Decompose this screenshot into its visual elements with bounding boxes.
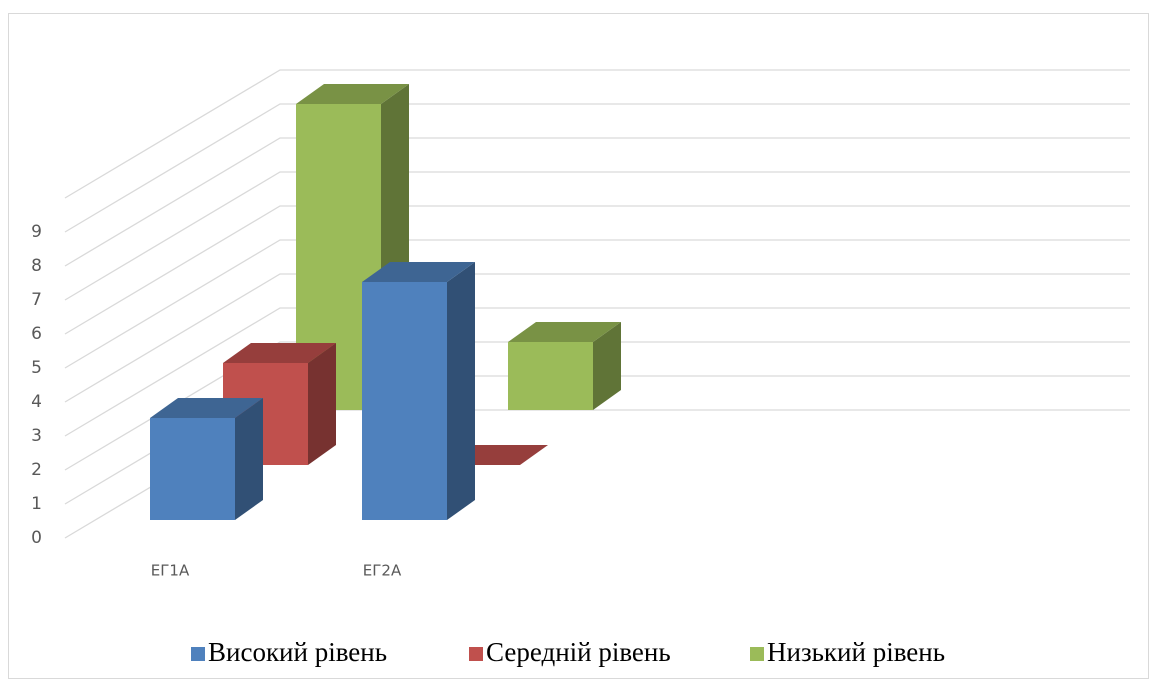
bar-top — [508, 322, 621, 342]
grid-line — [64, 171, 1130, 301]
grid-line — [64, 69, 1130, 199]
y-tick-label: 9 — [31, 222, 42, 242]
legend-label: Середній рівень — [486, 637, 671, 667]
grid-line — [64, 103, 1130, 233]
y-tick-label: 4 — [31, 392, 42, 412]
legend-swatch — [750, 647, 764, 661]
grid-line — [64, 205, 1130, 335]
grid-line — [64, 307, 1130, 437]
bar-top — [223, 343, 336, 363]
bar — [508, 342, 593, 410]
y-tick-label: 2 — [31, 460, 42, 480]
legend-swatch — [191, 647, 205, 661]
legend-swatch — [469, 647, 483, 661]
bar-side — [593, 322, 621, 410]
bar — [150, 418, 235, 520]
y-tick-label: 0 — [31, 528, 42, 548]
bar-side — [447, 262, 475, 520]
x-tick-label: ЕГ1А — [151, 562, 190, 580]
x-tick-label: ЕГ2А — [363, 562, 402, 580]
y-tick-label: 8 — [31, 256, 42, 276]
y-tick-label: 5 — [31, 358, 42, 378]
bar-top — [150, 398, 263, 418]
y-tick-label: 7 — [31, 290, 42, 310]
legend-label: Низький рівень — [767, 637, 945, 667]
y-tick-label: 6 — [31, 324, 42, 344]
y-tick-label: 1 — [31, 494, 42, 514]
bar — [362, 282, 447, 520]
legend-label: Високий рівень — [208, 637, 387, 667]
bar-side — [308, 343, 336, 465]
grid-line — [64, 239, 1130, 369]
grid-line — [64, 273, 1130, 403]
grid-line — [64, 341, 1130, 471]
bar-side — [235, 398, 263, 520]
y-tick-label: 3 — [31, 426, 42, 446]
bar-top — [362, 262, 475, 282]
grid-line — [64, 137, 1130, 267]
bar-top — [296, 84, 409, 104]
